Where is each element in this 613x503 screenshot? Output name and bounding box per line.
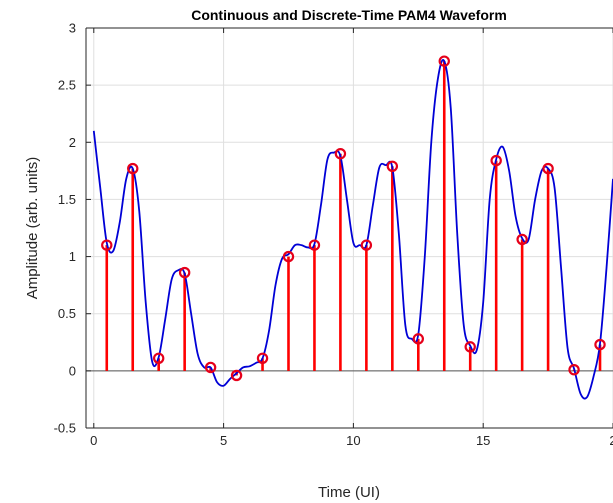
sample-marker — [542, 162, 554, 175]
sample-marker — [282, 250, 295, 263]
x-tick-label: 15 — [476, 433, 490, 448]
x-axis-label: Time (UI) — [318, 484, 380, 501]
y-axis-label: Amplitude (arb. units) — [24, 157, 41, 300]
x-tick-label: 5 — [220, 433, 227, 448]
sample-marker — [464, 341, 476, 353]
sample-marker — [204, 361, 217, 374]
grid — [86, 27, 613, 429]
y-tick-label: 2 — [69, 135, 76, 150]
sample-marker — [127, 162, 139, 175]
sample-marker — [178, 266, 191, 279]
x-tick-label: 10 — [346, 433, 360, 448]
y-tick-label: 1.5 — [58, 192, 76, 207]
sample-marker — [230, 369, 243, 382]
sample-marker — [334, 148, 347, 160]
y-tick-label: 2.5 — [58, 78, 76, 93]
sample-marker — [438, 55, 450, 67]
sample-marker — [308, 239, 321, 251]
sample-marker — [152, 352, 165, 364]
sample-marker — [516, 233, 528, 246]
sample-marker — [412, 333, 424, 345]
chart-title: Continuous and Discrete-Time PAM4 Wavefo… — [191, 7, 507, 23]
y-tick-label: 0 — [69, 363, 76, 378]
sample-marker — [256, 352, 269, 364]
y-tick-label: 1 — [69, 249, 76, 264]
sample-marker — [360, 239, 373, 251]
y-tick-label: 3 — [69, 21, 76, 36]
x-tick-label: 2 — [609, 433, 613, 448]
axes: 0 5 10 15 2 -0.5 0 0.5 1 1.5 2 2.5 3 — [54, 21, 613, 448]
y-tick-label: 0.5 — [58, 306, 76, 321]
sample-marker — [594, 338, 606, 351]
sample-marker — [490, 154, 502, 167]
sample-marker — [386, 160, 399, 172]
plot-area — [86, 55, 613, 400]
x-tick-label: 0 — [90, 433, 97, 448]
y-tick-label: -0.5 — [54, 421, 76, 436]
sample-marker — [101, 239, 113, 251]
sample-marker — [568, 364, 580, 376]
